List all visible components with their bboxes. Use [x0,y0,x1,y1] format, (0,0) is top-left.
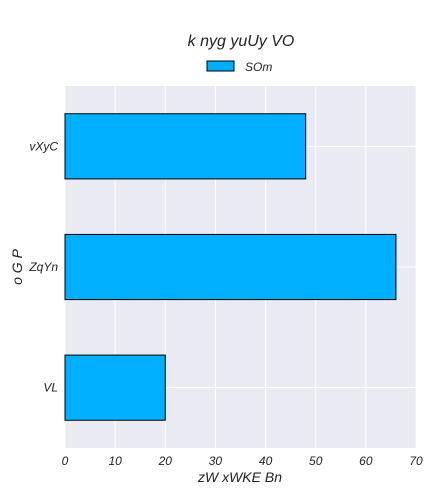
x-tick-label: 50 [309,454,323,468]
y-tick-label: ZqYn [28,260,58,274]
x-tick-label: 60 [359,454,373,468]
bar [64,354,166,421]
x-axis-ticks: 0 10 20 30 40 50 60 70 [62,454,423,468]
x-tick-label: 30 [209,454,223,468]
y-tick-label: vXyC [29,139,58,153]
bars [64,113,397,421]
x-tick-label: 20 [158,454,173,468]
bar [64,233,397,301]
x-axis-label: zW xWKE Bn [197,469,282,485]
legend-swatch [206,60,235,72]
chart-title: k nyg yuUy VO [188,33,295,50]
x-tick-label: 0 [62,454,69,468]
x-tick-label: 70 [409,454,423,468]
y-axis-label: o G P [9,248,25,284]
x-tick-label: 40 [259,454,273,468]
legend: SOm [206,60,272,74]
legend-label: SOm [245,60,272,74]
x-tick-label: 10 [108,454,122,468]
bar [64,113,307,180]
y-tick-label: VL [43,381,58,395]
y-axis-ticks: vXyC ZqYn VL [28,139,58,394]
